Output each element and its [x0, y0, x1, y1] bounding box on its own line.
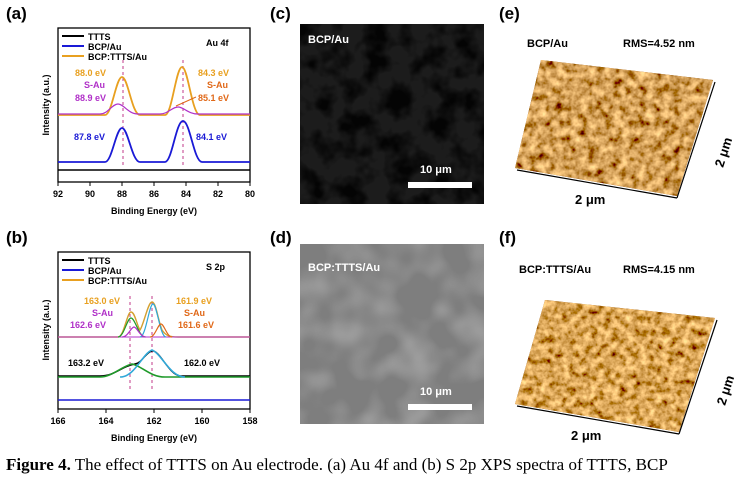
caption-text: The effect of TTTS on Au electrode. (a) …: [70, 455, 668, 474]
xps-chart-au4f: TTTS BCP/Au BCP:TTTS/Au Au 4f 88.0 eV S-…: [41, 27, 255, 216]
axis-label-x: 2 μm: [571, 428, 601, 443]
x-axis-label: Binding Energy (eV): [111, 433, 197, 443]
annotation-right-mid: S-Au: [207, 80, 228, 90]
annotation-blue-left: 87.8 eV: [74, 132, 105, 142]
x-tick-label: 82: [213, 189, 223, 199]
sem-image-bcp-ttts-au: BCP:TTTS/Au 10 μm: [300, 244, 484, 424]
axis-line-x: [516, 405, 680, 435]
image-label: BCP:TTTS/Au: [308, 262, 381, 274]
x-tick-label: 88: [117, 189, 127, 199]
fit-line-green: [58, 363, 250, 378]
panel-letter-f: (f): [499, 228, 516, 247]
afm-texture: [515, 60, 713, 196]
image-label: BCP:TTTS/Au: [519, 264, 591, 276]
x-tick-label: 80: [245, 189, 255, 199]
scale-bar: [408, 404, 472, 410]
rms-value: RMS=4.52 nm: [623, 38, 695, 50]
axis-label-x: 2 μm: [575, 192, 605, 207]
annotation-left-mid: S-Au: [84, 80, 105, 90]
x-tick-label: 166: [50, 416, 65, 426]
annotation-right-bot: 85.1 eV: [198, 93, 229, 103]
image-label: BCP/Au: [527, 38, 568, 50]
x-tick-label: 86: [149, 189, 159, 199]
axis-label-y: 2 μm: [714, 373, 738, 407]
legend-label-bcpttts: BCP:TTTS/Au: [88, 276, 147, 286]
annotation-arrow: [175, 96, 197, 107]
fit-peak-orange: [149, 323, 173, 338]
axis-line-y: [678, 319, 718, 435]
figure-caption: Figure 4. The effect of TTTS on Au elect…: [6, 455, 739, 475]
x-axis-ticks: [57, 409, 251, 413]
plot-frame: [57, 251, 251, 410]
image-label: BCP/Au: [308, 34, 349, 46]
x-axis-ticks: [57, 182, 251, 186]
axis-line-x: [516, 169, 678, 199]
x-tick-label: 90: [85, 189, 95, 199]
caption-label: Figure 4.: [6, 455, 71, 474]
annotation-left-mid: S-Au: [92, 308, 113, 318]
afm-image-bcp-ttts-au: BCP:TTTS/Au RMS=4.15 nm 2 μm 2 μm: [515, 264, 738, 443]
axis-label-y: 2 μm: [712, 135, 736, 169]
x-tick-label: 84: [181, 189, 191, 199]
y-axis-label: Intensity (a.u.): [41, 74, 51, 135]
core-level-label: Au 4f: [206, 38, 230, 48]
sem-texture: [300, 244, 484, 424]
sem-texture: [300, 24, 484, 204]
panel-letter-a: (a): [6, 4, 27, 23]
xps-chart-s2p: TTTS BCP/Au BCP:TTTS/Au S 2p 163.0 eV S-…: [41, 251, 258, 443]
legend-label-ttts: TTTS: [88, 32, 111, 42]
fit-line-cyan: [119, 349, 186, 378]
fit-peak-cyan: [139, 303, 167, 338]
annotation-right-top: 84.3 eV: [198, 68, 229, 78]
plot-frame: [57, 27, 251, 183]
x-tick-label: 158: [242, 416, 257, 426]
scale-bar-label: 10 μm: [420, 386, 452, 398]
series-line-bcpttts: [58, 301, 250, 338]
panel-letter-c: (c): [270, 4, 291, 23]
annotation-left-bot: 88.9 eV: [75, 93, 106, 103]
fit-line-s-au: [58, 103, 250, 115]
scale-bar: [408, 182, 472, 188]
x-tick-label: 164: [98, 416, 113, 426]
annotation-cyan: 162.0 eV: [184, 358, 220, 368]
annotation-left-top: 163.0 eV: [84, 296, 120, 306]
annotation-right-top: 161.9 eV: [176, 296, 212, 306]
annotation-left-top: 88.0 eV: [75, 68, 106, 78]
scale-bar-label: 10 μm: [420, 164, 452, 176]
fit-peak-purple: [121, 326, 147, 338]
series-line-bcpttts: [58, 66, 250, 116]
annotation-right-bot: 161.6 eV: [178, 320, 214, 330]
x-tick-label: 162: [146, 416, 161, 426]
series-line-bcp: [58, 120, 250, 163]
core-level-label: S 2p: [206, 262, 226, 272]
y-axis-label: Intensity (a.u.): [41, 299, 51, 360]
annotation-black: 163.2 eV: [68, 358, 104, 368]
x-axis-label: Binding Energy (eV): [111, 206, 197, 216]
x-tick-label: 92: [53, 189, 63, 199]
legend-label-bcp: BCP/Au: [88, 266, 122, 276]
legend-label-bcpttts: BCP:TTTS/Au: [88, 52, 147, 62]
rms-value: RMS=4.15 nm: [623, 264, 695, 276]
panel-letter-e: (e): [499, 4, 520, 23]
annotation-left-bot: 162.6 eV: [70, 320, 106, 330]
panel-letter-d: (d): [270, 228, 292, 247]
annotation-blue-right: 84.1 eV: [196, 132, 227, 142]
sem-image-bcp-au: BCP/Au 10 μm: [300, 24, 484, 204]
afm-image-bcp-au: BCP/Au RMS=4.52 nm 2 μm 2 μm: [515, 38, 736, 207]
axis-line-y: [676, 81, 716, 199]
legend-label-bcp: BCP/Au: [88, 42, 122, 52]
annotation-right-mid: S-Au: [184, 308, 205, 318]
legend-label-ttts: TTTS: [88, 256, 111, 266]
x-tick-label: 160: [194, 416, 209, 426]
panel-letter-b: (b): [6, 228, 28, 247]
